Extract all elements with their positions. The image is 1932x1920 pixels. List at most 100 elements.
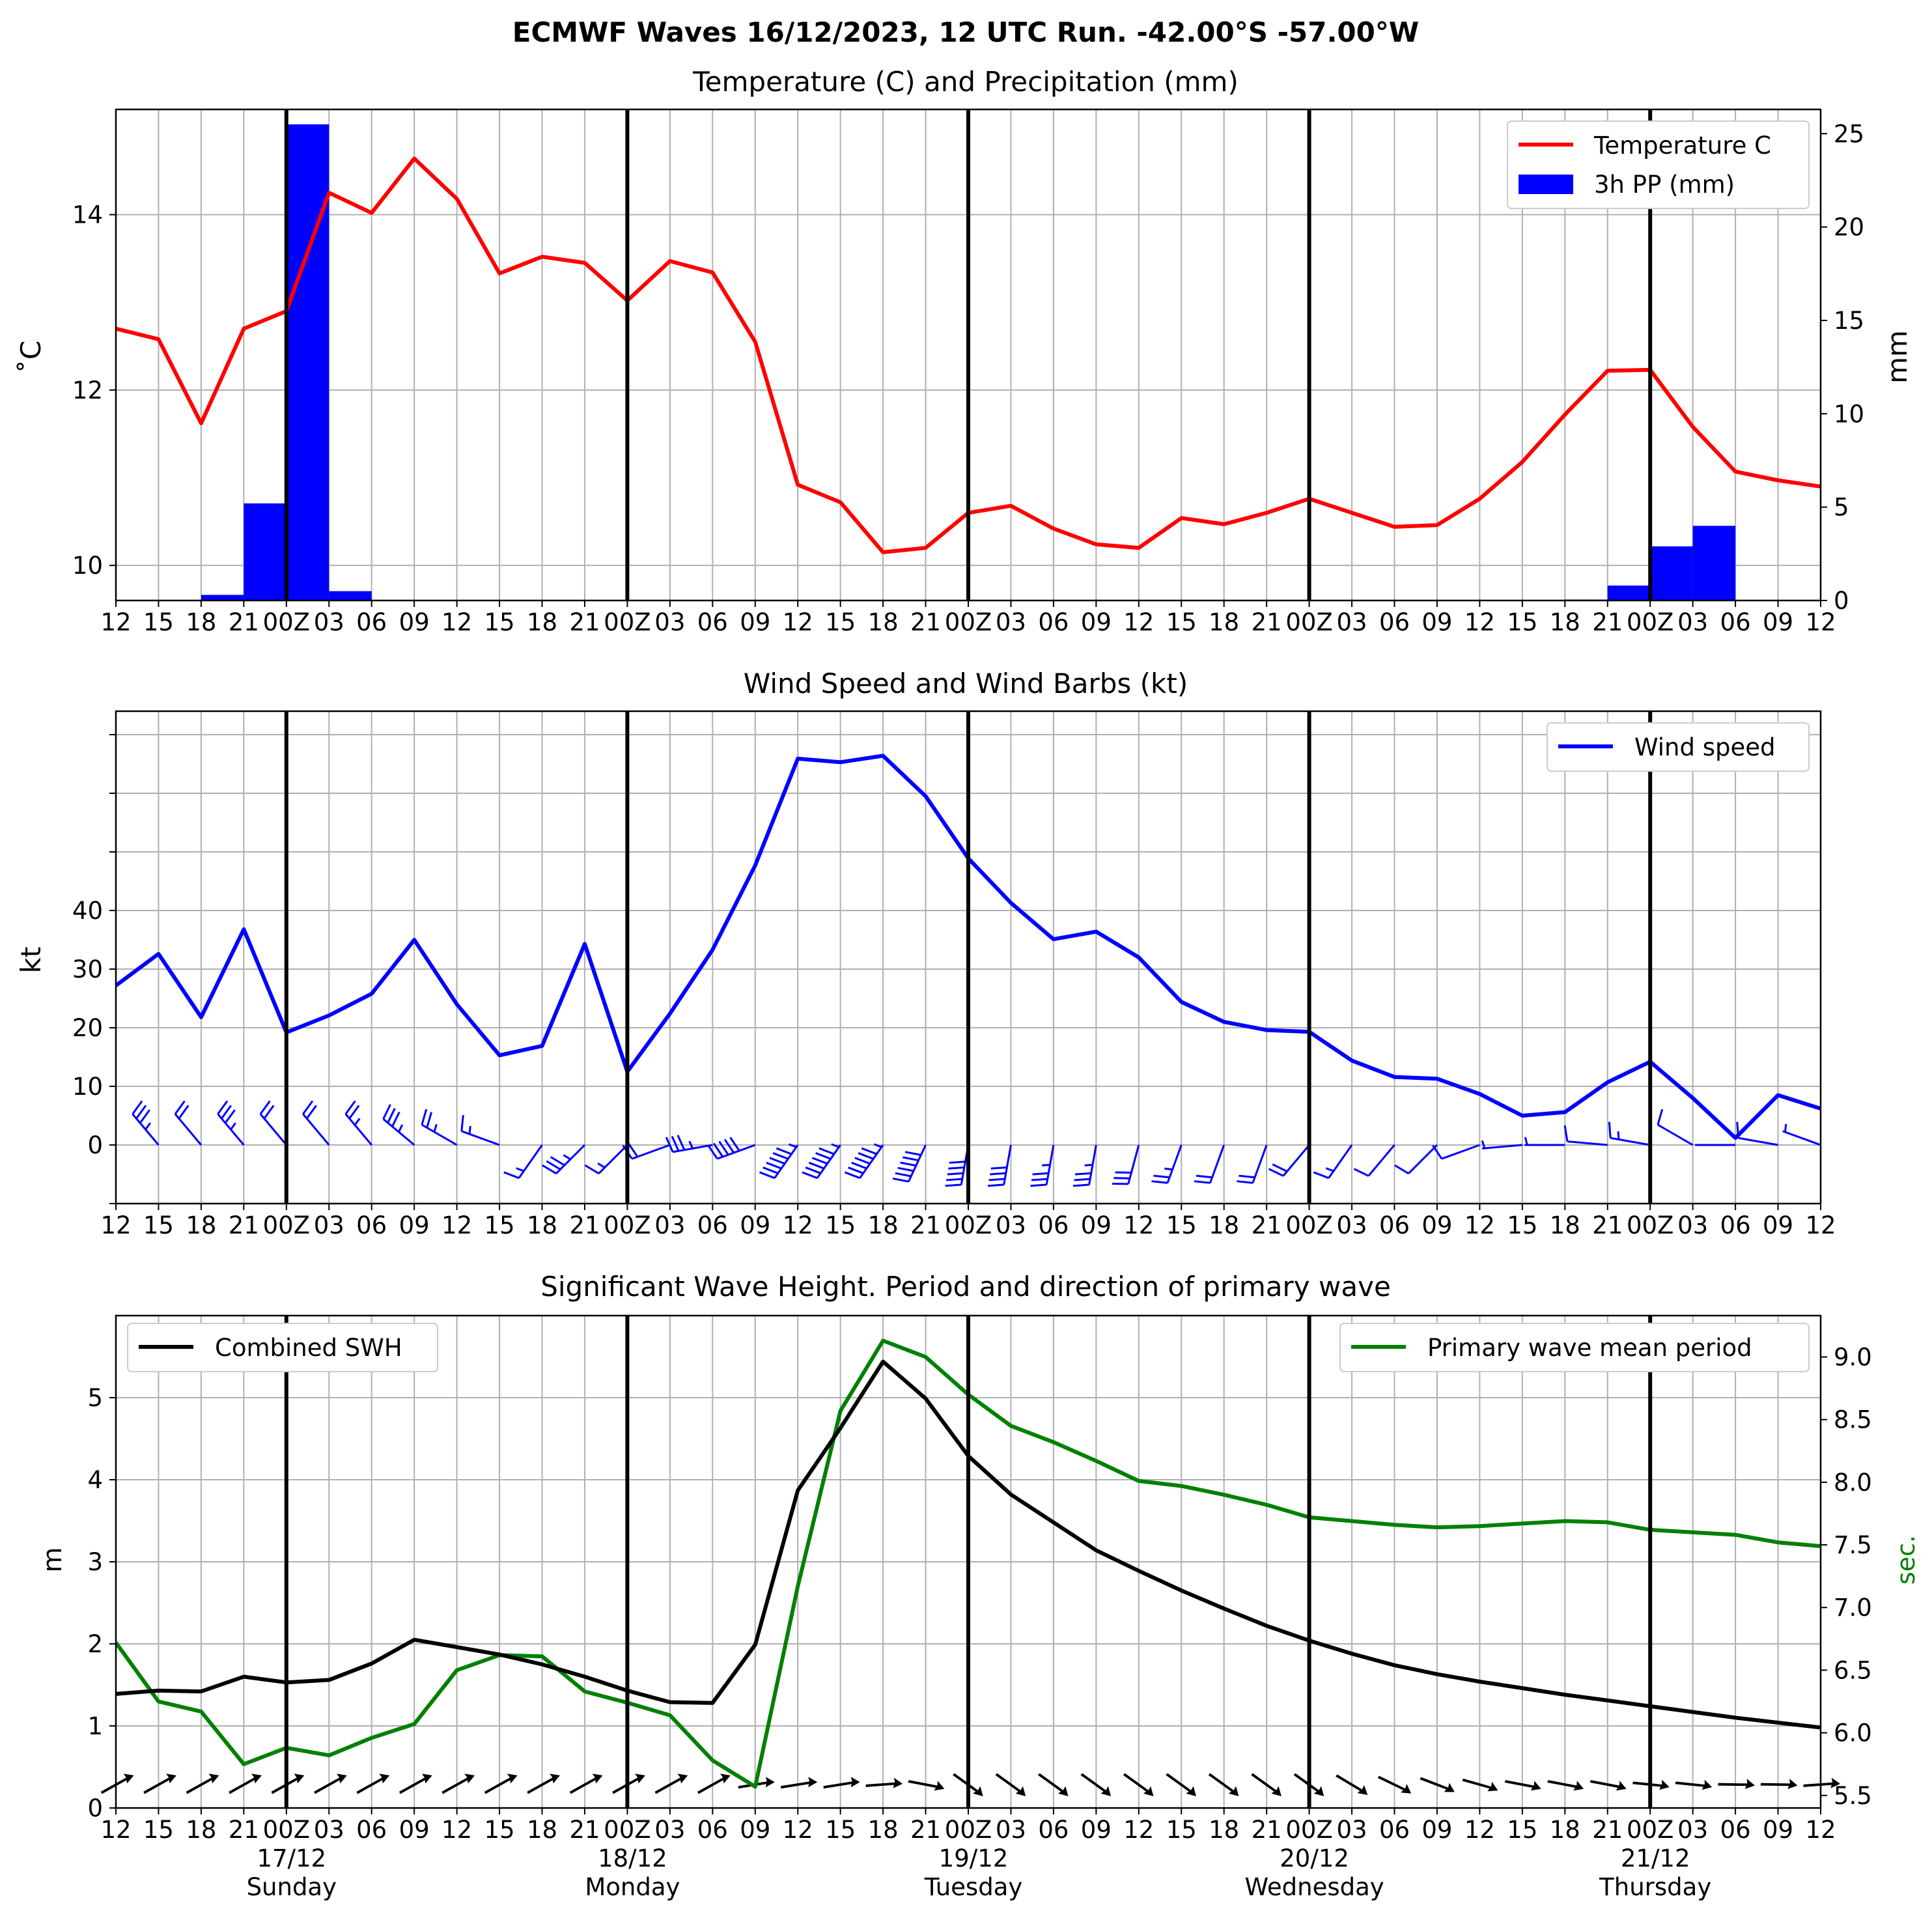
x-tick-label: 18 [186,1211,216,1239]
x-tick-label: 12 [441,608,472,636]
wind-barb [892,1144,927,1183]
x-tick-label: 15 [143,1211,174,1239]
x-tick-label: 06 [1038,1211,1069,1239]
precip-bar [1607,586,1651,600]
x-tick-label: 15 [484,1816,515,1844]
x-tick-label: 18 [868,608,899,636]
x-tick-label: 15 [1507,1816,1537,1844]
y-tick-label: 20 [72,1014,103,1042]
x-tick-label: 09 [1763,608,1793,636]
wind-barb [1194,1144,1225,1184]
x-tick-label: 21 [1592,1816,1623,1844]
x-tick-label: 12 [441,1211,472,1239]
x-tick-label: 09 [1081,1816,1112,1844]
panel1-axes: 12 15 18 21 00Z 03 06 09 12 15 18 21 00Z 03 06 09 12 15 18… [72,108,1864,636]
x-tick-label: 15 [1166,608,1197,636]
wave-direction-arrow [143,1773,176,1794]
x-tick-label: 12 [1805,1816,1836,1844]
wind-barb [1072,1144,1097,1187]
panel3-legend-left: Combined SWH [127,1323,438,1372]
x-tick-label: 21 [229,608,259,636]
wind-barb [1657,1108,1694,1146]
day-date-label: 20/12 [1280,1844,1349,1872]
wave-direction-arrow [1675,1779,1713,1790]
x-tick-label: 03 [1337,608,1367,636]
x-tick-label: 21 [569,1816,600,1844]
wave-direction-arrow [1547,1780,1584,1791]
y2-tick-label: 0 [1834,587,1849,615]
x-tick-label: 15 [484,608,515,636]
wave-direction-arrow [697,1773,731,1794]
x-tick-label: 12 [1464,608,1495,636]
wave-direction-arrow [1377,1775,1412,1794]
wind-barb [759,1143,799,1179]
x-tick-label: 21 [569,608,600,636]
x-tick-label: 06 [356,1211,387,1239]
y2-tick-label: 9.0 [1834,1343,1872,1371]
x-tick-label: 15 [825,1211,856,1239]
wave-direction-arrow [865,1777,903,1788]
x-tick-label: 18 [868,1816,899,1844]
wind-barb [1524,1136,1565,1146]
wind-barb [1782,1123,1821,1146]
x-tick-label: 00Z [945,608,992,636]
x-tick-label: 03 [314,608,344,636]
x-tick-label: 03 [1677,1211,1708,1239]
panel2-axes: 12 15 18 21 00Z 03 06 09 12 15 18 21 00Z 03 06 09 12 15 18… [72,710,1836,1239]
wind-barb [132,1100,160,1146]
y-tick-label: 1 [87,1712,103,1740]
legend-swh-label: Combined SWH [215,1334,402,1362]
x-tick-label: 00Z [1627,1211,1673,1239]
day-date-label: 21/12 [1621,1844,1690,1872]
y-tick-label: 40 [72,897,103,925]
x-tick-label: 06 [1379,1816,1410,1844]
wave-direction-arrow [738,1777,775,1789]
panel1-y2label: mm [1881,330,1913,384]
y-tick-label: 14 [72,201,103,229]
wind-barb [945,1144,970,1187]
y2-tick-label: 7.0 [1834,1594,1872,1622]
x-tick-label: 00Z [945,1816,992,1844]
x-tick-label: 21 [229,1816,259,1844]
x-tick-label: 15 [484,1211,515,1239]
x-tick-label: 15 [1166,1816,1197,1844]
x-tick-label: 21 [910,1816,941,1844]
x-tick-label: 06 [1720,1211,1751,1239]
x-tick-label: 12 [1123,1211,1154,1239]
wind-barb [1112,1144,1140,1185]
y2-tick-label: 10 [1834,400,1864,428]
wave-direction-arrow [1037,1773,1069,1796]
x-tick-label: 18 [527,1816,557,1844]
x-tick-label: 18 [527,608,557,636]
x-tick-label: 09 [1763,1211,1793,1239]
wind-barb [1608,1122,1651,1146]
wind-barb [174,1100,203,1146]
wave-direction-arrow [654,1773,688,1794]
wave-direction-arrow [1504,1780,1541,1791]
wind-barb [460,1115,500,1146]
y2-tick-label: 20 [1834,214,1864,242]
precip-bar [244,503,287,600]
y2-tick-label: 5.5 [1834,1782,1872,1810]
x-tick-label: 18 [1209,1816,1239,1844]
x-tick-label: 18 [527,1211,557,1239]
wind-barb [1432,1144,1480,1160]
x-tick-label: 18 [1550,1816,1580,1844]
x-tick-label: 09 [740,608,770,636]
x-tick-label: 09 [1421,1816,1452,1844]
wave-direction-arrow [995,1773,1026,1796]
x-tick-label: 15 [1166,1211,1197,1239]
x-tick-label: 00Z [263,608,310,636]
wave-direction-arrow [484,1773,518,1794]
x-tick-label: 09 [1421,1211,1452,1239]
x-tick-label: 09 [1421,608,1452,636]
x-tick-label: 03 [654,1211,685,1239]
x-tick-label: 06 [1038,608,1069,636]
wind-barb [1563,1125,1608,1146]
wind-barb [302,1100,330,1146]
x-tick-label: 06 [356,608,387,636]
wave-direction-arrow [229,1773,262,1794]
x-tick-label: 09 [399,1211,430,1239]
x-tick-label: 00Z [945,1211,992,1239]
